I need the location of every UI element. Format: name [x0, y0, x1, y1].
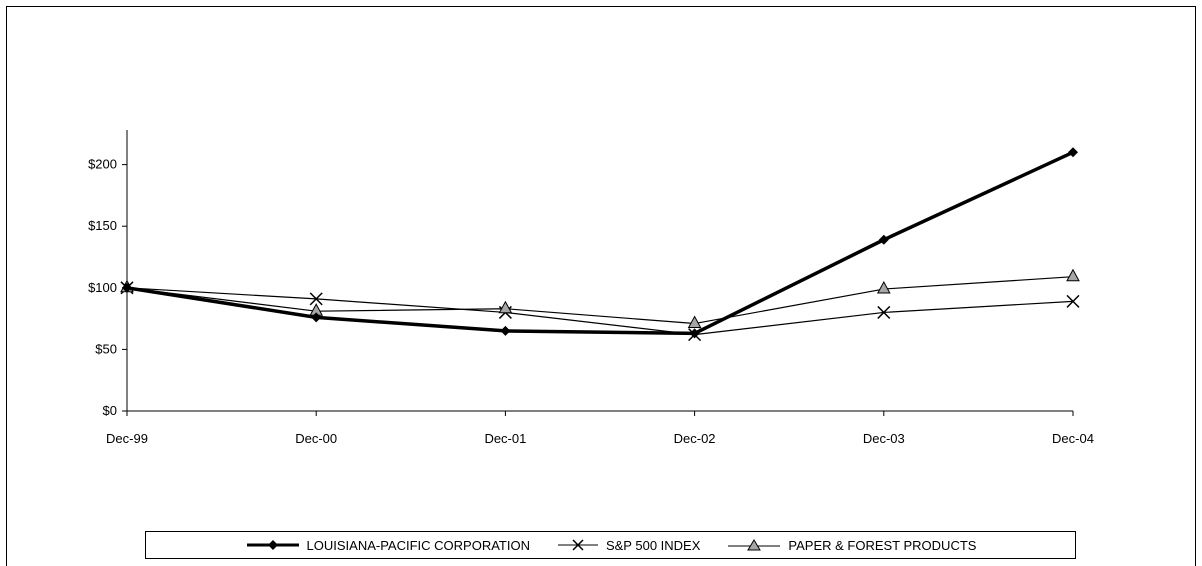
x-tick-label: Dec-01	[484, 431, 526, 446]
legend-label: LOUISIANA-PACIFIC CORPORATION	[306, 537, 530, 553]
x-tick-label: Dec-03	[863, 431, 905, 446]
data-point-triangle	[876, 280, 891, 294]
x-line-icon	[557, 539, 598, 551]
data-point-x	[1066, 294, 1080, 308]
legend-item-louisiana-pacific: LOUISIANA-PACIFIC CORPORATION	[245, 538, 530, 553]
y-tick-label: $150	[88, 218, 117, 233]
y-tick-label: $0	[103, 403, 117, 418]
y-tick-label: $200	[88, 157, 117, 172]
chart-legend: LOUISIANA-PACIFIC CORPORATION S&P 500 IN…	[145, 531, 1076, 559]
data-point-x-stroke	[309, 292, 323, 306]
triangle-line-icon	[728, 539, 781, 551]
legend-item-paper-forest: PAPER & FOREST PRODUCTS	[726, 538, 976, 553]
data-point-x-stroke	[1066, 294, 1080, 308]
legend-label: S&P 500 INDEX	[605, 537, 701, 553]
data-point-triangle	[687, 315, 702, 329]
y-tick-label: $100	[88, 280, 117, 295]
data-point-diamond	[689, 328, 700, 339]
data-point-diamond	[311, 312, 322, 323]
data-point-x	[309, 292, 323, 306]
chart-frame	[6, 6, 1196, 566]
data-point-x	[877, 305, 891, 319]
legend-label: PAPER & FOREST PRODUCTS	[788, 537, 977, 553]
data-point-diamond	[1068, 147, 1078, 158]
series-line	[126, 150, 1074, 336]
data-point-triangle	[498, 300, 513, 314]
x-tick-label: Dec-00	[295, 431, 337, 446]
x-tick-label: Dec-02	[674, 431, 716, 446]
line-chart: $0 $50 $100 $150 $200 Dec-99 Dec-00 Dec-01 Dec-0…	[88, 130, 1094, 446]
series-line	[126, 276, 1074, 325]
tick-labels: $0 $50 $100 $150 $200 Dec-99 Dec-00 Dec-01 Dec-0…	[88, 157, 1094, 446]
series-line	[126, 287, 1074, 336]
data-point-triangle	[1066, 268, 1080, 282]
chart-axes	[122, 130, 1074, 416]
series-layer	[120, 147, 1080, 342]
x-tick-label: Dec-99	[106, 431, 148, 446]
legend-item-sp500: S&P 500 INDEX	[556, 538, 700, 553]
y-tick-label: $50	[95, 341, 117, 356]
diamond-line-icon	[246, 540, 299, 550]
data-point-x-stroke	[877, 305, 891, 319]
data-point-diamond	[122, 282, 132, 293]
data-point-diamond	[878, 234, 889, 245]
data-point-diamond	[500, 325, 511, 336]
x-tick-label: Dec-04	[1052, 431, 1094, 446]
